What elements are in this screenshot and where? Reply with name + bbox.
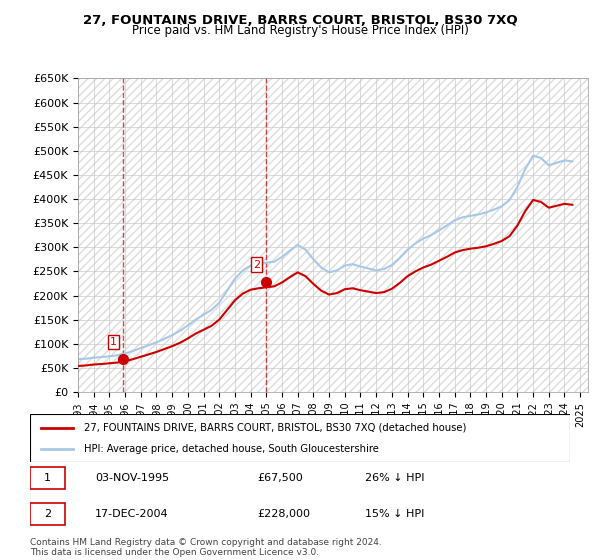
FancyBboxPatch shape bbox=[30, 503, 65, 525]
Text: Contains HM Land Registry data © Crown copyright and database right 2024.
This d: Contains HM Land Registry data © Crown c… bbox=[30, 538, 382, 557]
Text: 15% ↓ HPI: 15% ↓ HPI bbox=[365, 510, 424, 519]
Text: 26% ↓ HPI: 26% ↓ HPI bbox=[365, 473, 424, 483]
Text: HPI: Average price, detached house, South Gloucestershire: HPI: Average price, detached house, Sout… bbox=[84, 444, 379, 454]
Text: 1: 1 bbox=[110, 337, 117, 347]
FancyBboxPatch shape bbox=[30, 414, 570, 462]
Text: 03-NOV-1995: 03-NOV-1995 bbox=[95, 473, 169, 483]
Text: £228,000: £228,000 bbox=[257, 510, 310, 519]
Text: Price paid vs. HM Land Registry's House Price Index (HPI): Price paid vs. HM Land Registry's House … bbox=[131, 24, 469, 36]
Text: 2: 2 bbox=[253, 259, 260, 269]
Text: 27, FOUNTAINS DRIVE, BARRS COURT, BRISTOL, BS30 7XQ: 27, FOUNTAINS DRIVE, BARRS COURT, BRISTO… bbox=[83, 14, 517, 27]
Text: 1: 1 bbox=[44, 473, 52, 483]
FancyBboxPatch shape bbox=[30, 468, 65, 489]
Text: 17-DEC-2004: 17-DEC-2004 bbox=[95, 510, 169, 519]
Text: 2: 2 bbox=[44, 510, 52, 519]
Text: £67,500: £67,500 bbox=[257, 473, 302, 483]
Text: 27, FOUNTAINS DRIVE, BARRS COURT, BRISTOL, BS30 7XQ (detached house): 27, FOUNTAINS DRIVE, BARRS COURT, BRISTO… bbox=[84, 423, 466, 433]
